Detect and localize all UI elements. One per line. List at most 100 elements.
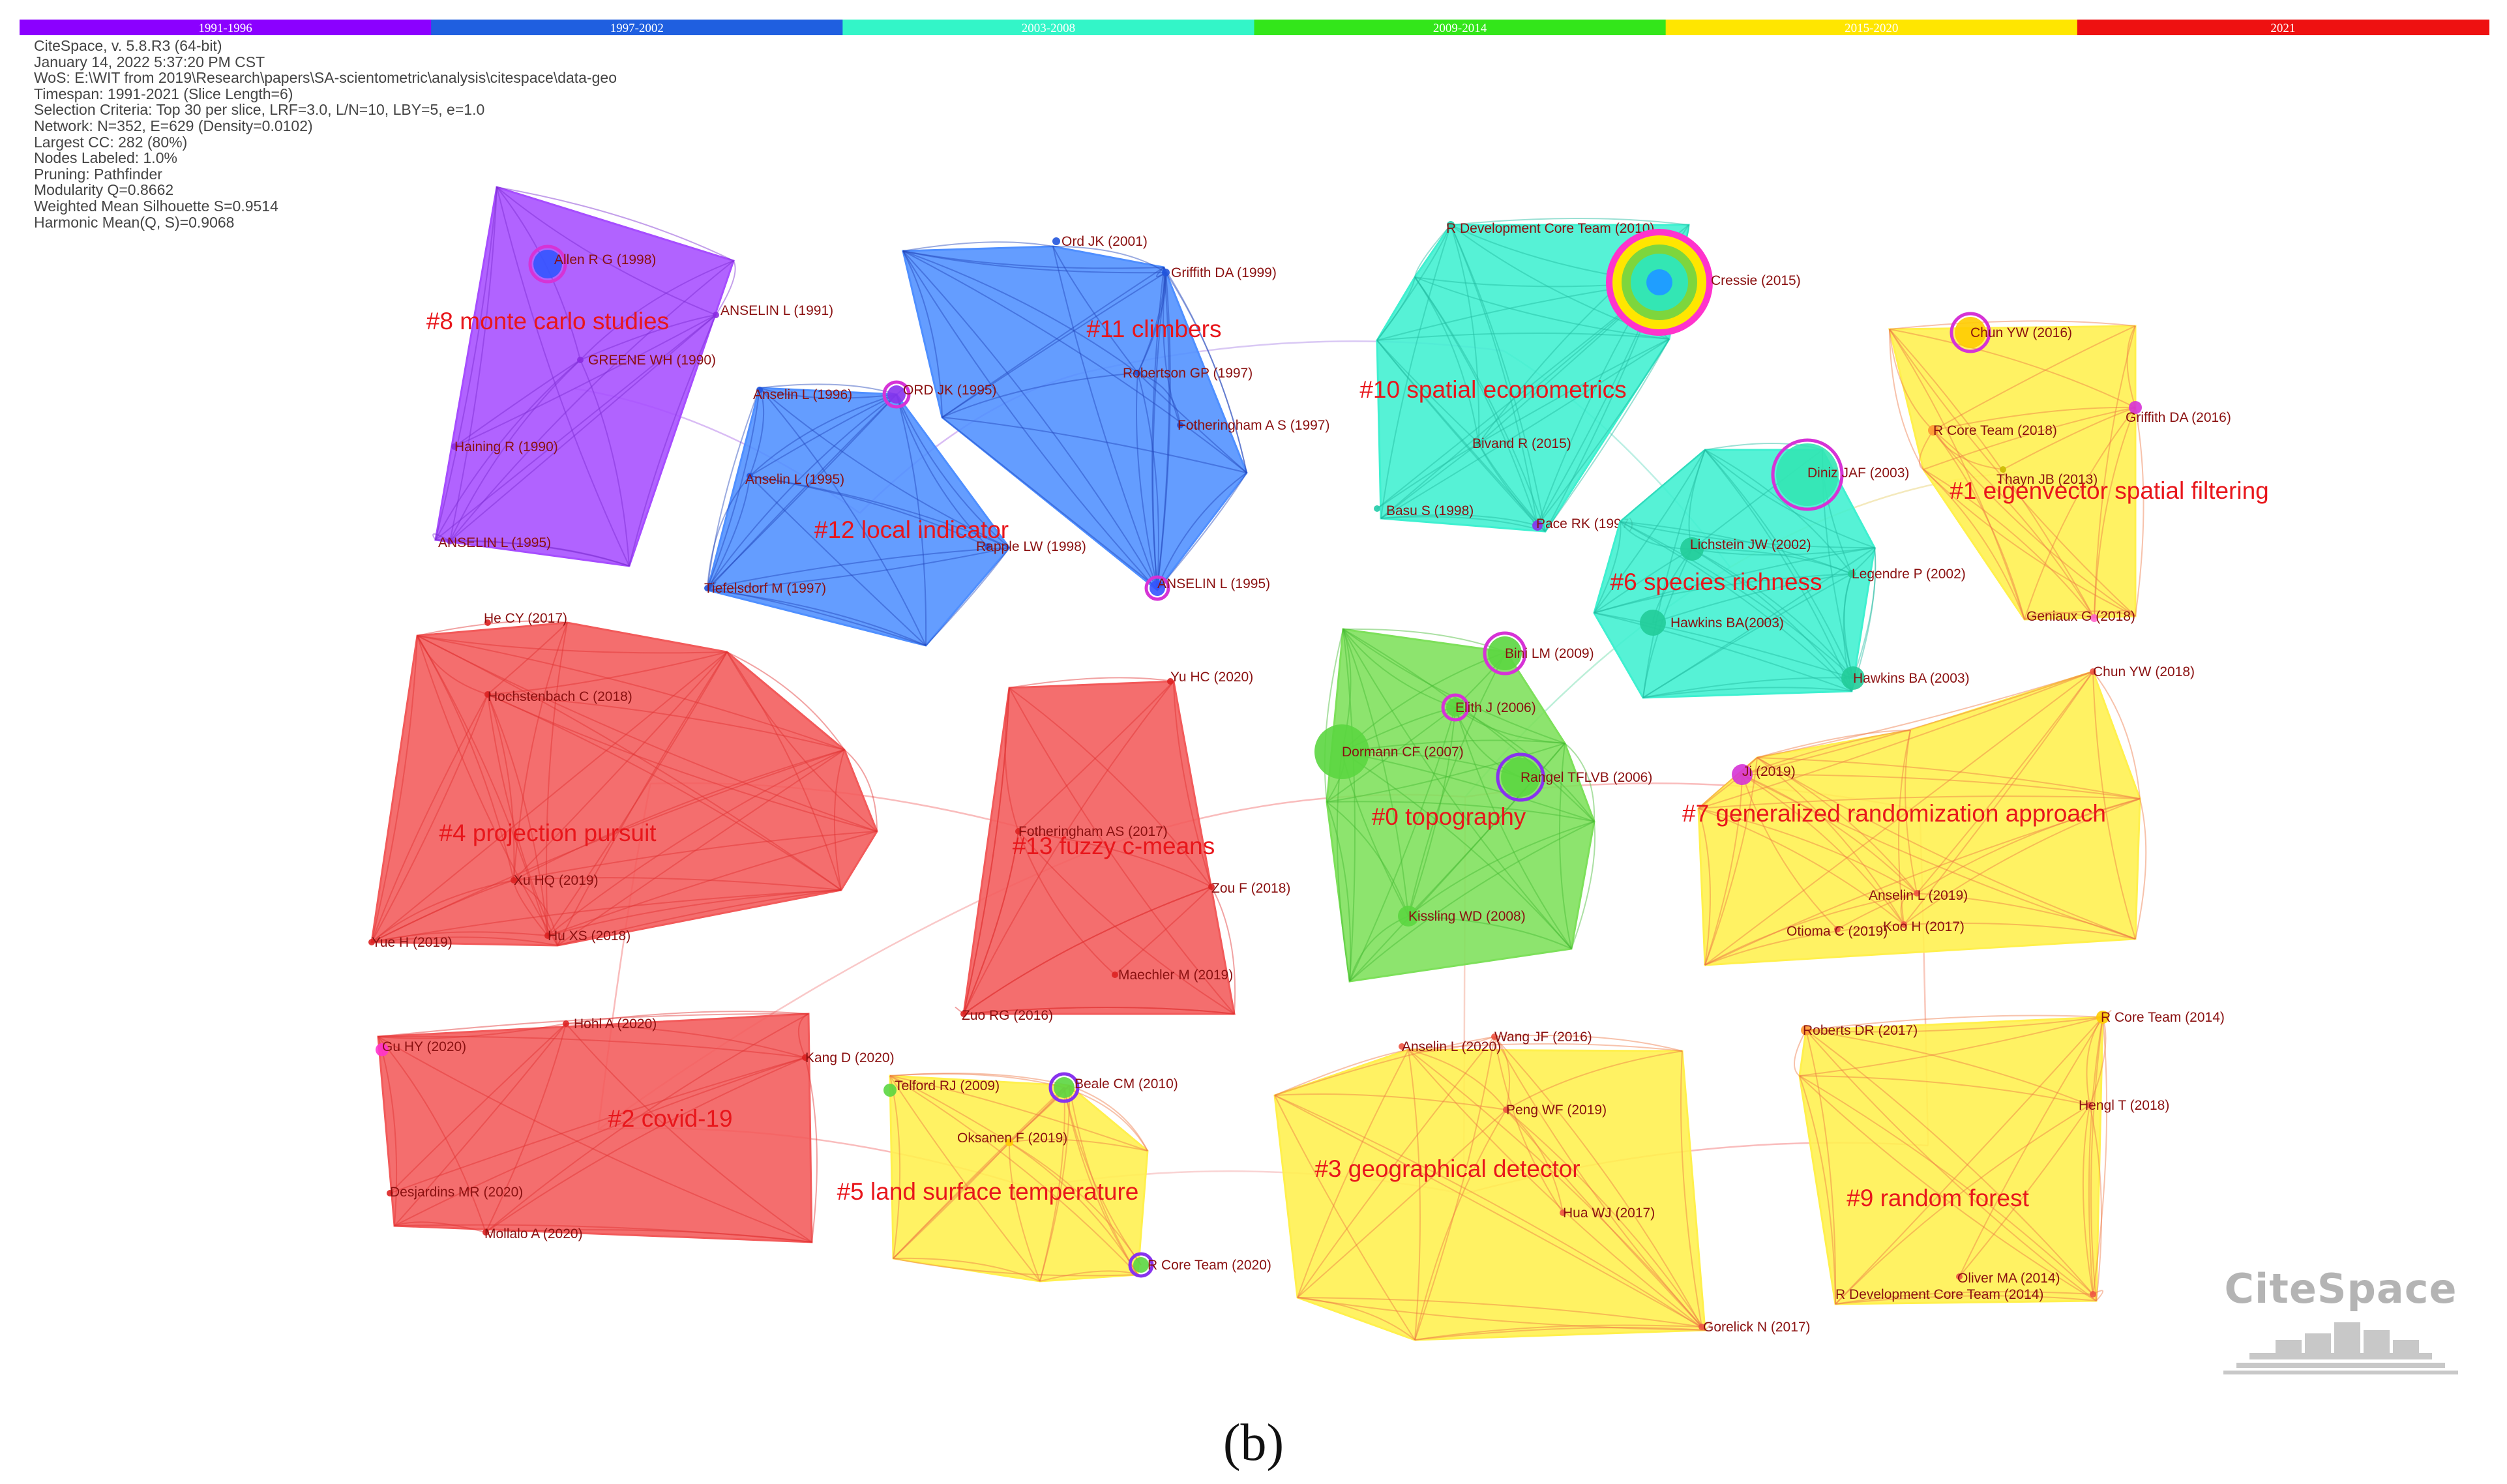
cluster-edge [1004, 687, 1019, 832]
cluster-2-covid-19: Gu HY (2020) Hohl A (2020) Kang D (2020) De… [376, 1011, 895, 1243]
cluster-edge [487, 694, 558, 946]
cluster-edge [1620, 449, 1706, 522]
node-circle [1005, 1138, 1013, 1146]
cluster-edge [1923, 407, 2136, 470]
node-label: Otioma C (2019) [1787, 924, 1888, 939]
cluster-edge [707, 387, 760, 589]
cluster-edge [1691, 548, 1854, 679]
cluster-edge [889, 1075, 1041, 1282]
cluster-edge [1018, 831, 1212, 887]
cluster-edge [1835, 1291, 2094, 1305]
cluster-edge [1136, 372, 1158, 589]
cluster-edge [749, 475, 927, 646]
node-label: Diniz JAF (2003) [1807, 466, 1909, 481]
node-circle [1446, 698, 1464, 717]
cluster-edge [749, 394, 897, 477]
cluster-edge [707, 394, 897, 589]
cluster-edge [513, 749, 845, 881]
cluster-edge [893, 1142, 1010, 1259]
cluster-edge [371, 880, 514, 943]
cluster-edge [896, 394, 988, 547]
cluster-edge [1408, 651, 1507, 917]
cluster-edge [963, 687, 1010, 1015]
cluster-edge [889, 1075, 1148, 1151]
cluster-edge [496, 186, 717, 316]
node-label: Basu S (1998) [1386, 503, 1474, 518]
cluster-edge [1343, 629, 1409, 917]
cluster-edge [435, 539, 630, 567]
node-label: ANSELIN L (1991) [720, 303, 833, 318]
cluster-edge [749, 394, 897, 477]
cluster-edge [1380, 338, 1670, 519]
cluster-edge [1408, 1036, 1495, 1052]
cluster-edge [1414, 1327, 1706, 1341]
cluster-edge [1069, 1085, 1138, 1275]
cluster-edge [2092, 671, 2141, 799]
cluster-edge [942, 372, 1138, 418]
cluster-edge [925, 547, 1010, 646]
node-label: Bivand R (2015) [1472, 436, 1571, 451]
cluster-edge [1376, 282, 1660, 509]
node-ring [1483, 631, 1527, 675]
cluster-edge [1933, 325, 2136, 431]
cluster-edge [487, 694, 878, 832]
cluster-edge [759, 387, 897, 399]
cluster-edge [1343, 629, 1565, 744]
cluster-edge [1594, 612, 1854, 679]
cluster-edge [1408, 1049, 1706, 1331]
cluster-edge [1165, 272, 1247, 473]
cluster-edge [1380, 516, 1546, 532]
cluster-edge [1326, 801, 1595, 822]
cluster-edge [749, 387, 765, 477]
cluster-edge [417, 635, 845, 750]
info-line: Pruning: Pathfinder [34, 165, 162, 183]
cluster-edge [1742, 774, 1838, 930]
cluster-edge [2002, 407, 2136, 470]
cluster-edge [547, 932, 563, 946]
cluster-edge [1923, 469, 2025, 620]
cluster-edge [707, 547, 1010, 589]
node-circle [1901, 921, 1907, 928]
node-circle [960, 1011, 967, 1017]
cluster-edge [547, 651, 728, 936]
cluster-edge [449, 260, 734, 542]
cluster-edge [1506, 1109, 1702, 1328]
node-circle [1956, 1273, 1963, 1280]
node-circle [883, 1084, 897, 1097]
cluster-edge [1341, 751, 1595, 822]
info-line: CiteSpace, v. 5.8.R3 (64-bit) [34, 37, 222, 54]
timeline-segment [20, 20, 432, 35]
cluster-edge [1114, 886, 1212, 975]
cluster-edge [1698, 795, 2141, 809]
node-label: Zou F (2018) [1211, 881, 1290, 896]
info-line: Harmonic Mean(Q, S)=0.9068 [34, 213, 235, 231]
cluster-edge [963, 1007, 1235, 1015]
cluster-edge [1414, 1036, 1495, 1341]
cluster-label: #12 local indicator [814, 516, 1009, 543]
cluster-edge [1742, 774, 1905, 925]
cluster-edge [715, 260, 736, 316]
cluster-edge [1852, 547, 1877, 679]
cluster-edge [902, 250, 1158, 591]
cluster-edge [1039, 1087, 1065, 1282]
cluster-edge [1151, 267, 1164, 591]
cluster-edge [1018, 831, 1235, 1015]
node-label: R Core Team (2014) [2101, 1010, 2225, 1025]
cluster-edge [394, 1023, 567, 1226]
cluster-edge [394, 1221, 486, 1233]
cluster-edge [1274, 1036, 1495, 1096]
node-circle [1928, 425, 1938, 436]
cluster-edge [1326, 801, 1409, 917]
cluster-edge [963, 831, 1019, 1015]
cluster-edge [1757, 757, 1918, 894]
node-label: Peng WF (2019) [1506, 1103, 1607, 1118]
node-circle [1848, 570, 1856, 578]
cluster-edge [1698, 808, 1905, 925]
node-circle [704, 585, 711, 591]
node-label: R Core Team (2020) [1148, 1258, 1271, 1273]
node-ring [528, 245, 567, 284]
cluster-3-geographical-detector: Anselin L (2020)Wang JF (2016) Peng WF (2… [1273, 1030, 1811, 1341]
node-circle [1399, 1043, 1405, 1050]
cluster-edge [1742, 774, 1918, 894]
node-label: Haining R (1990) [454, 439, 558, 454]
